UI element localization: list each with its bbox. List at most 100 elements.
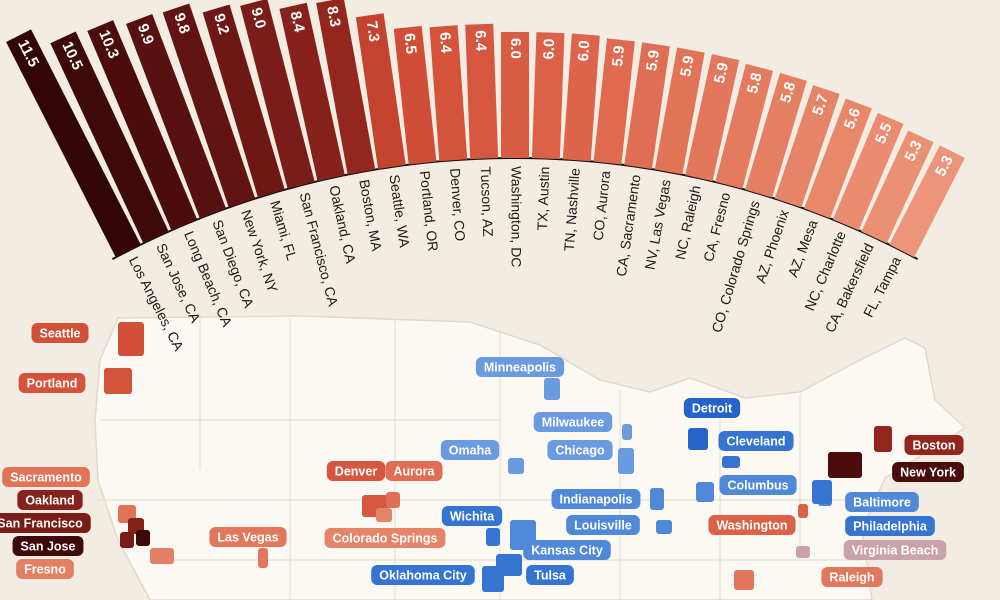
city-label: Seattle [31, 323, 89, 343]
label-pill [533, 412, 613, 432]
bar [654, 47, 705, 175]
label-pill [326, 461, 386, 481]
city-name: Sacramento [10, 470, 82, 484]
city-area [386, 492, 400, 508]
category-label: CO, Aurora [590, 170, 614, 242]
bar [624, 42, 670, 169]
city-name: Seattle [40, 326, 81, 340]
label-pill [892, 462, 964, 482]
city-area [150, 548, 174, 564]
city-area [618, 448, 634, 474]
bar [501, 32, 529, 158]
label-pill [708, 515, 796, 535]
label-pill [547, 440, 613, 460]
label-pill [523, 540, 611, 560]
city-label: Portland [18, 373, 86, 393]
city-label: Chicago [547, 440, 613, 460]
category-label: NV, Las Vegas [642, 178, 674, 271]
label-pill [475, 357, 565, 377]
city-area [508, 458, 524, 474]
value-label: 6.5 [400, 32, 419, 55]
value-label: 5.9 [711, 61, 732, 85]
city-area [496, 554, 522, 576]
city-label: Louisville [566, 515, 640, 535]
value-label: 6.0 [540, 38, 558, 59]
city-name: Louisville [574, 518, 632, 532]
label-pill [845, 492, 919, 512]
category-label: AZ, Mesa [784, 217, 820, 279]
city-name: Oklahoma City [379, 568, 467, 582]
value-label: 5.7 [809, 92, 832, 117]
value-label: 6.0 [507, 38, 524, 59]
city-area [796, 546, 810, 558]
city-name: Wichita [450, 509, 495, 523]
label-pill [821, 567, 883, 587]
value-label: 6.0 [575, 40, 593, 62]
bar [745, 72, 807, 198]
city-name: Las Vegas [217, 530, 278, 544]
value-label: 5.9 [677, 54, 697, 78]
city-area [688, 428, 708, 450]
city-area [486, 528, 500, 546]
value-label: 5.5 [872, 120, 896, 146]
bar [889, 145, 965, 258]
label-pill [843, 540, 947, 560]
value-label: 9.2 [210, 12, 232, 37]
value-label: 6.4 [472, 30, 490, 52]
city-name: Cleveland [726, 434, 785, 448]
value-label: 8.4 [287, 10, 308, 35]
value-label: 9.8 [170, 11, 193, 36]
category-label: Seattle, WA [386, 174, 413, 250]
city-name: Kansas City [531, 543, 603, 557]
value-label: 7.3 [363, 20, 383, 43]
city-label: Denver [326, 461, 386, 481]
label-pill [18, 373, 86, 393]
city-label: Baltimore [845, 492, 919, 512]
city-area [828, 452, 862, 478]
bar [202, 4, 285, 198]
city-area [812, 480, 832, 504]
city-label: Wichita [441, 506, 503, 526]
city-name: Colorado Springs [333, 531, 438, 545]
category-label: Tucson, AZ [478, 166, 497, 237]
city-name: Washington [716, 518, 787, 532]
city-name: Philadelphia [853, 519, 928, 533]
label-pill [12, 536, 84, 556]
city-label: Oklahoma City [371, 565, 475, 585]
bar [593, 38, 635, 165]
label-pill [683, 398, 741, 418]
city-name: Columbus [727, 478, 788, 492]
city-label: Milwaukee [533, 412, 613, 432]
city-name: Oakland [25, 493, 74, 507]
city-name: Virginia Beach [852, 543, 939, 557]
city-area [798, 504, 808, 518]
bar [832, 112, 904, 231]
city-label: Virginia Beach [843, 540, 947, 560]
bar [465, 23, 499, 160]
bar [429, 25, 468, 162]
label-pill [324, 528, 446, 548]
city-name: Detroit [692, 401, 733, 415]
city-name: Baltimore [853, 495, 911, 509]
bar [685, 54, 740, 182]
city-label: Colorado Springs [324, 528, 446, 548]
category-label: Miami, FL [267, 199, 300, 263]
bar [562, 33, 600, 162]
city-name: Milwaukee [542, 415, 605, 429]
value-label: 9.9 [134, 21, 157, 47]
city-name: Aurora [394, 464, 436, 478]
value-label: 5.9 [643, 49, 663, 72]
category-label: CA, Sacramento [613, 173, 644, 277]
city-name: Boston [912, 438, 955, 452]
bar [531, 32, 565, 160]
city-label: Cleveland [718, 431, 794, 451]
city-label: Omaha [440, 440, 500, 460]
city-area [104, 368, 132, 394]
city-area [656, 520, 672, 534]
category-label: Washington, DC [508, 166, 524, 267]
city-label: Detroit [683, 398, 741, 418]
bar [393, 25, 437, 165]
city-area [376, 508, 392, 522]
city-area [874, 426, 892, 452]
label-pill [441, 506, 503, 526]
